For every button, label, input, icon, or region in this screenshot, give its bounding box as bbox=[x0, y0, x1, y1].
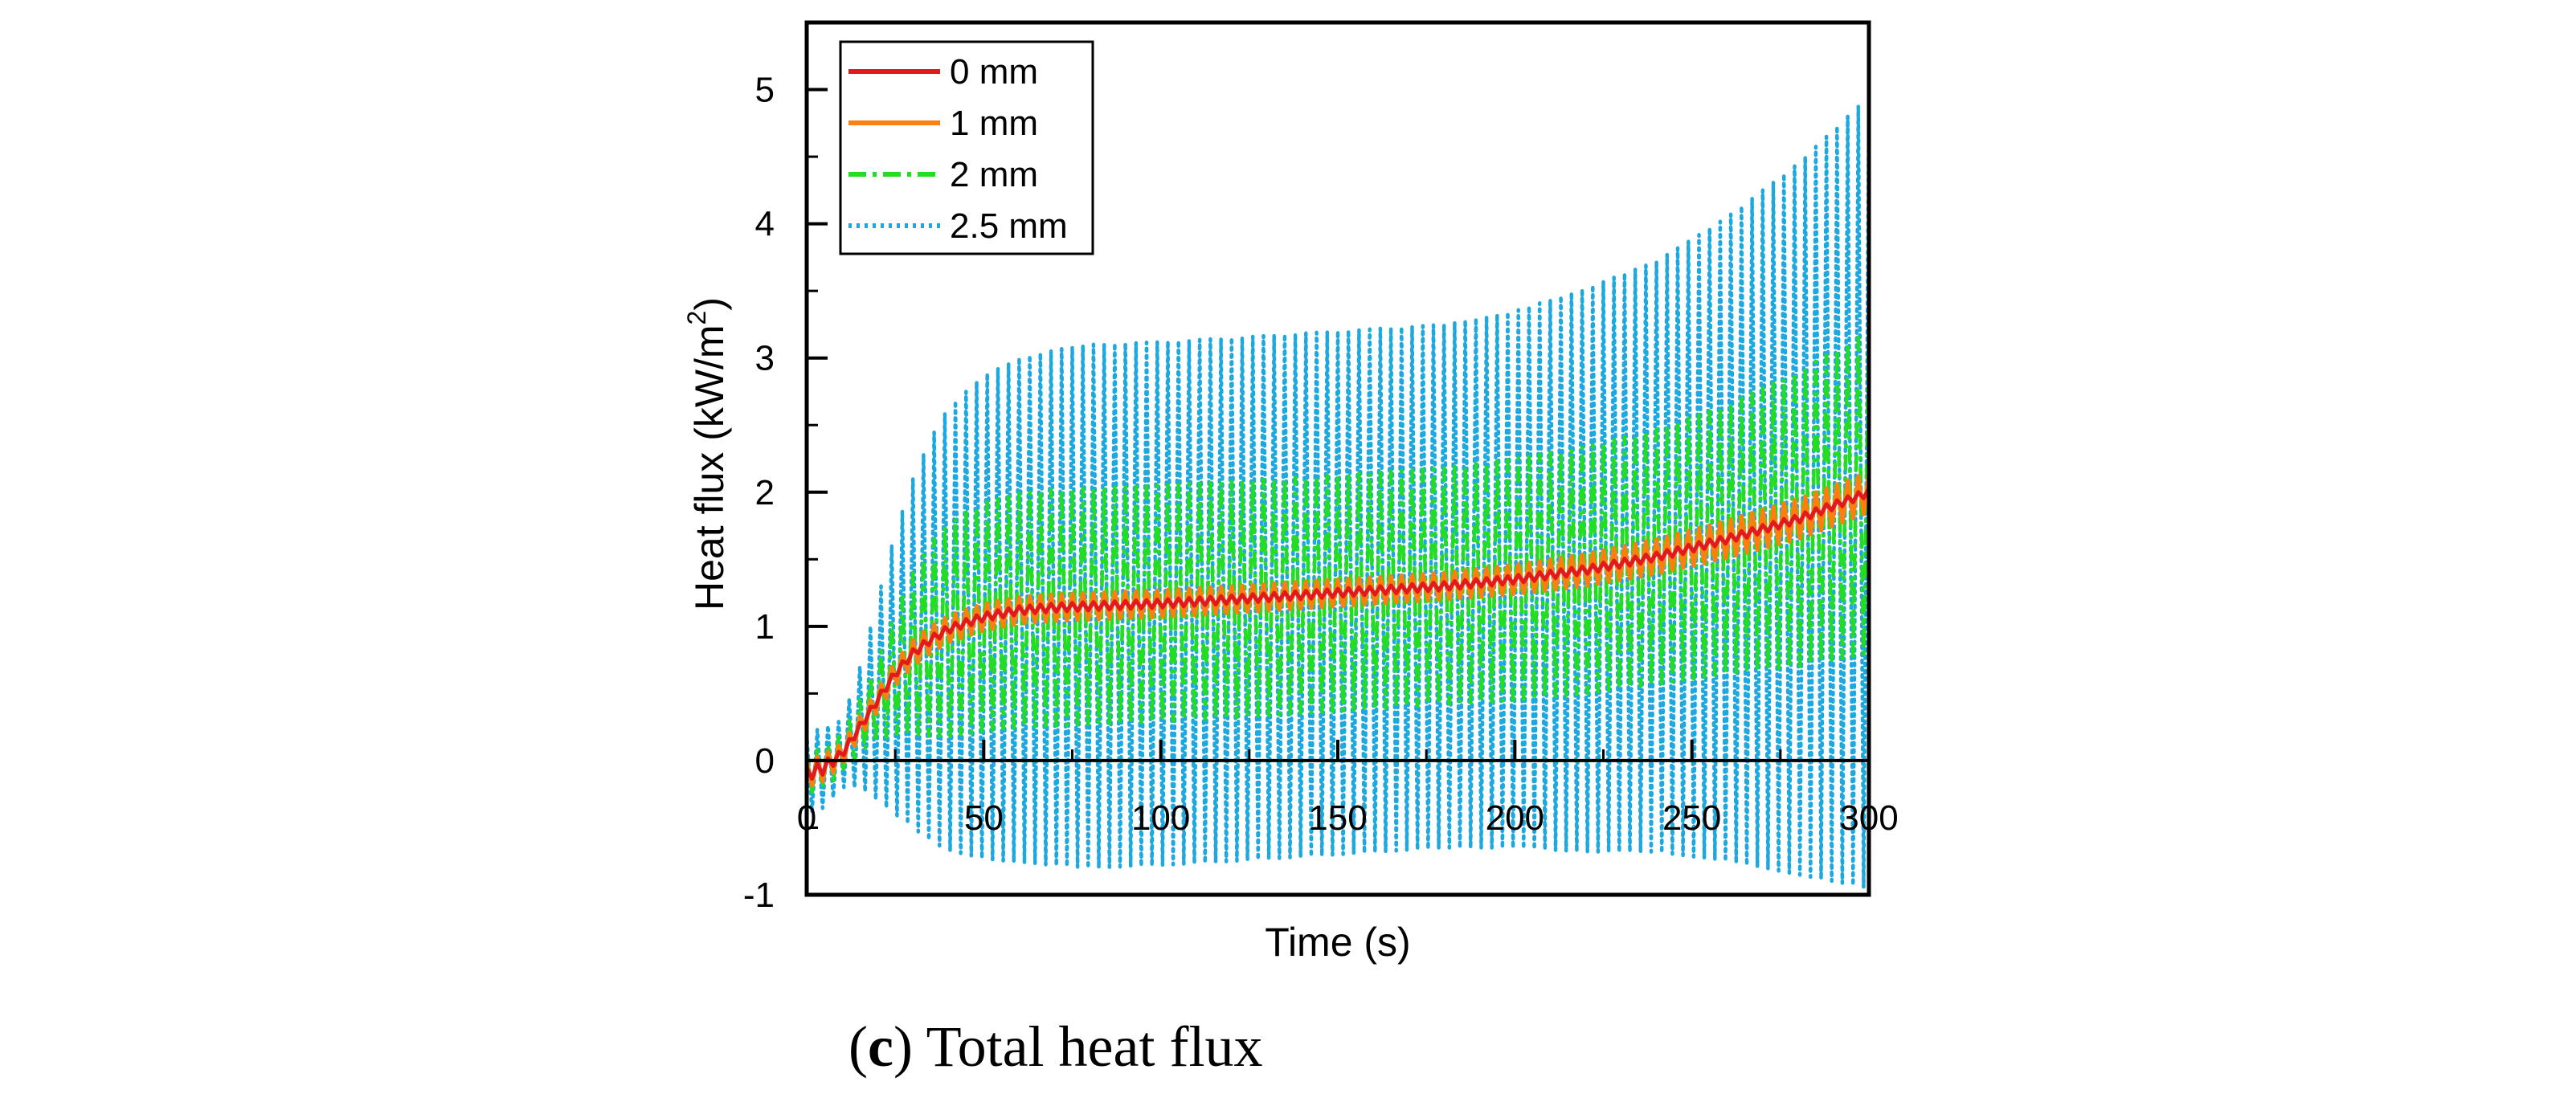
y-tick-label: 5 bbox=[755, 71, 775, 110]
caption-text: Total heat flux bbox=[913, 1014, 1263, 1079]
x-tick-label: 250 bbox=[1662, 798, 1721, 838]
caption-close-paren: ) bbox=[893, 1014, 913, 1079]
x-tick-label: 200 bbox=[1486, 798, 1544, 838]
x-tick-label: 300 bbox=[1839, 798, 1898, 838]
x-tick-label: 0 bbox=[797, 798, 816, 838]
y-axis-title-superscript: 2 bbox=[682, 311, 711, 325]
x-tick-label: 50 bbox=[964, 798, 1004, 838]
x-tick-label: 100 bbox=[1131, 798, 1190, 838]
y-tick-label: 1 bbox=[755, 607, 775, 647]
caption-panel-letter: c bbox=[868, 1014, 893, 1079]
y-tick-label: 0 bbox=[755, 741, 775, 781]
y-tick-label: 2 bbox=[755, 473, 775, 512]
y-tick-label: -1 bbox=[743, 876, 775, 915]
legend-box bbox=[839, 40, 1094, 255]
y-tick-label: 4 bbox=[755, 205, 775, 244]
series-layer bbox=[807, 94, 1869, 889]
x-tick-label: 150 bbox=[1308, 798, 1367, 838]
plot-frame bbox=[804, 20, 1871, 897]
y-axis-title-close: ) bbox=[687, 297, 732, 311]
y-axis-title-main: Heat flux (kW/m bbox=[687, 325, 732, 610]
legend-label-1mm: 1 mm bbox=[950, 104, 1038, 143]
legend: 0 mm 1 mm 2 mm 2.5 mm bbox=[839, 40, 1094, 255]
caption-open-paren: ( bbox=[848, 1014, 868, 1079]
series-line-0mm bbox=[807, 487, 1869, 781]
y-tick-label: 3 bbox=[755, 339, 775, 378]
series-line-2mm bbox=[807, 331, 1869, 794]
figure-caption: (c) Total heat flux bbox=[848, 1014, 1262, 1079]
legend-label-2mm: 2 mm bbox=[950, 155, 1038, 194]
y-axis-title: Heat flux (kW/m2) bbox=[682, 297, 732, 610]
legend-label-2-5mm: 2.5 mm bbox=[950, 206, 1068, 246]
legend-label-0mm: 0 mm bbox=[950, 52, 1038, 92]
x-axis-title: Time (s) bbox=[1265, 920, 1410, 965]
